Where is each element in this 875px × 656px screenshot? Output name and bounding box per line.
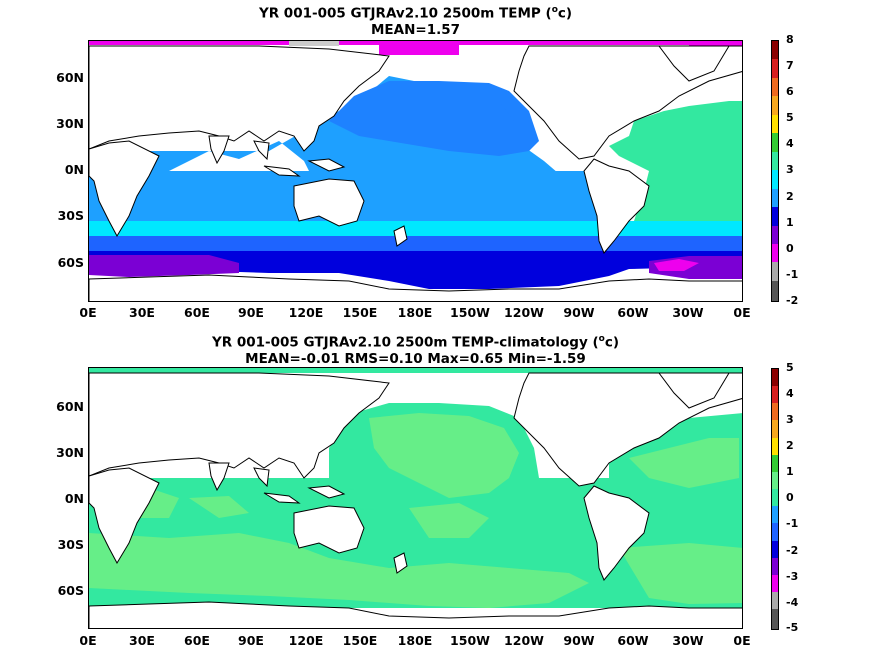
light-green-patch [369,413,519,498]
southern-cyan-band [89,221,742,239]
panel2-lon-label: 0E [79,633,97,648]
panel1-map-svg [89,41,742,301]
australia [293,178,365,227]
panel1-colorbar [771,40,779,302]
panel2-title-line1: YR 001-005 GTJRAv2.10 2500m TEMP-climato… [211,334,620,351]
panel1-map [88,40,743,302]
panel2-lat-label-60n: 60N [56,399,84,414]
panel2-lon-label: 60E [184,633,210,648]
panel2-lon-label: 120W [504,633,544,648]
antarctica [89,274,742,301]
panel2-colorbar-label: 4 [786,387,794,400]
panel1-lon-label: 120W [504,305,544,320]
panel2-colorbar-label: 0 [786,491,794,504]
india [208,135,230,165]
panel1-lon-label: 0E [79,305,97,320]
panel1-lat-label-0n: 0N [64,162,84,177]
panel1-colorbar-label: 7 [786,59,794,72]
panel2-colorbar-label: 5 [786,361,794,374]
panel1-colorbar-label: -2 [786,294,799,307]
panel2-lon-label: 150W [450,633,490,648]
panel1-lon-label: 90W [563,305,595,320]
panel2-title: YR 001-005 GTJRAv2.10 2500m TEMP-climato… [88,331,743,367]
panel2-lat-label-60s: 60S [57,583,84,598]
panel2-map-svg [89,368,742,628]
panel1-lon-label: 150E [342,305,378,320]
panel1-colorbar-label: 6 [786,85,794,98]
panel1-title-line2: MEAN=1.57 [370,21,461,38]
panel1-title: YR 001-005 GTJRAv2.10 2500m TEMP (oc) ME… [88,2,743,38]
panel1-lon-label: 150W [450,305,490,320]
panel2-lon-label: 0E [733,633,751,648]
panel2-colorbar-label: 3 [786,413,794,426]
panel2-colorbar-label: -2 [786,544,799,557]
panel1-colorbar-label: 3 [786,163,794,176]
panel1-colorbar-label: 2 [786,190,794,203]
panel2-colorbar-label: 1 [786,465,794,478]
panel2-lat-label-30n: 30N [56,445,84,460]
panel2-lon-label: 150E [342,633,378,648]
panel1-lon-label: 30E [129,305,155,320]
panel1-colorbar-label: 0 [786,242,794,255]
south-america [583,158,650,254]
atlantic [609,101,742,246]
panel2-lon-label: 120E [288,633,324,648]
panel2-colorbar-label: -5 [786,621,799,634]
panel2-lon-label: 30E [129,633,155,648]
panel2-colorbar-label: 2 [786,439,794,452]
panel1-lon-label: 120E [288,305,324,320]
panel1-colorbar-label: -1 [786,268,799,281]
panel1-lat-label-60n: 60N [56,70,84,85]
panel2-colorbar-label: -1 [786,517,799,530]
panel1-colorbar-label: 1 [786,216,794,229]
panel2-colorbar-label: -4 [786,596,799,609]
panel1-lon-label: 180E [397,305,433,320]
africa [89,140,160,238]
panel1-lat-label-30n: 30N [56,116,84,131]
panel2-lon-label: 30W [672,633,704,648]
panel1-lon-label: 90E [238,305,264,320]
panel1-lon-label: 0E [733,305,751,320]
panel1-lon-label: 60E [184,305,210,320]
southern-navy-band [89,251,742,289]
panel1-colorbar-label: 4 [786,137,794,150]
panel2-colorbar-label: -3 [786,570,799,583]
panel2-lon-label: 90W [563,633,595,648]
panel1-lat-label-60s: 60S [57,255,84,270]
panel1-title-line1: YR 001-005 GTJRAv2.10 2500m TEMP (oc) [258,5,573,22]
southern-violet-band [89,255,239,277]
panel1-colorbar-label: 5 [786,111,794,124]
panel2-lon-label: 180E [397,633,433,648]
panel1-colorbar-label: 8 [786,33,794,46]
panel1-lon-label: 60W [617,305,649,320]
panel1-lon-label: 30W [672,305,704,320]
panel2-colorbar [771,368,779,630]
panel2-map [88,367,743,629]
panel2-lon-label: 60W [617,633,649,648]
panel2-lat-label-30s: 30S [57,537,84,552]
eurasia [89,45,390,152]
southern-blue-band [89,236,742,253]
panel2-lon-label: 90E [238,633,264,648]
panel1-lat-label-30s: 30S [57,208,84,223]
panel2-lat-label-0n: 0N [64,491,84,506]
panel2-title-line2: MEAN=-0.01 RMS=0.10 Max=0.65 Min=-1.59 [245,350,586,367]
